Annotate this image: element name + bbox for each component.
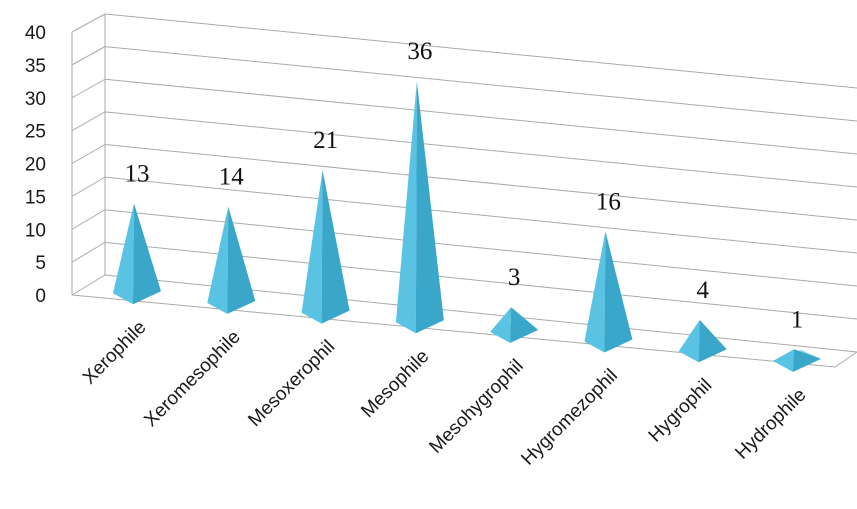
data-label: 3 (508, 264, 521, 291)
y-tick-label: 25 (25, 122, 46, 143)
floor-front-edge (71, 294, 836, 368)
gridline-back (104, 13, 857, 89)
pyramid-front-face (395, 81, 417, 334)
gridline-back (104, 111, 857, 188)
pyramid-front-face (207, 206, 229, 314)
pyramid-bar (207, 206, 256, 314)
gridline-back (104, 144, 857, 221)
data-label: 1 (791, 306, 804, 333)
pyramid-side-face (227, 206, 256, 314)
pyramid-front-face (678, 319, 700, 363)
gridline-side (71, 274, 106, 296)
floor-right-edge (834, 351, 857, 368)
y-tick-label: 0 (35, 286, 46, 307)
x-category-label: Mesoxerophil (244, 336, 339, 431)
pyramid-side-face (510, 307, 539, 343)
x-category-label: Hygromezophil (518, 365, 622, 469)
gridline-side (71, 241, 106, 263)
pyramid-bar (490, 307, 539, 343)
pyramid-bar (584, 231, 633, 353)
gridline-side (71, 111, 106, 132)
pyramid-side-face (604, 231, 633, 353)
y-tick-label: 5 (35, 253, 46, 274)
x-category-label: Mesophile (357, 346, 433, 422)
gridlines (71, 13, 857, 368)
x-category-label: Hygrophil (645, 375, 717, 447)
pyramid-side-face (793, 349, 821, 372)
y-tick-label: 30 (25, 89, 46, 110)
data-label: 14 (219, 163, 245, 190)
pyramid-front-face (113, 203, 134, 305)
data-label: 36 (407, 38, 432, 65)
pyramid-side-face (321, 170, 350, 324)
x-category-label: Hydrophile (731, 385, 810, 464)
gridline-side (71, 13, 106, 33)
pyramid-side-face (415, 81, 444, 334)
data-labels: 13 14 21 36 3 16 4 1 (125, 38, 804, 333)
pyramid-front-face (301, 170, 323, 324)
x-category-label: Xerophile (79, 317, 151, 389)
pyramid-side-face (133, 203, 161, 305)
y-tick-label: 15 (25, 187, 46, 208)
pyramid-front-face (773, 349, 794, 372)
gridline-side (71, 144, 106, 164)
y-tick-label: 10 (25, 220, 46, 241)
pyramid-bar (301, 170, 350, 324)
y-axis-ticks: 0 5 10 15 20 25 30 35 40 (25, 23, 46, 307)
pyramid-front-face (490, 307, 512, 343)
y-tick-label: 35 (25, 56, 46, 77)
pyramid-bar (773, 349, 821, 372)
gridline-back (104, 46, 857, 122)
data-label: 4 (696, 277, 709, 304)
y-tick-label: 40 (25, 23, 46, 44)
pyramid-bar (113, 203, 161, 305)
pyramid-front-face (584, 231, 606, 353)
y-tick-label: 20 (25, 155, 46, 176)
x-category-label: Mesohygrophil (425, 356, 527, 458)
gridline-side (71, 78, 106, 99)
pyramid-bar (395, 81, 444, 334)
pyramid-marks (113, 81, 821, 372)
gridline-side (71, 46, 106, 66)
pyramid-bar (678, 319, 727, 363)
gridline-back (104, 176, 857, 254)
data-label: 21 (313, 127, 338, 154)
data-label: 16 (596, 188, 621, 215)
data-label: 13 (125, 160, 150, 187)
gridline-side (71, 209, 106, 230)
x-category-label: Xeromesophile (140, 327, 244, 431)
gridline-side (71, 176, 106, 197)
pyramid-side-face (698, 319, 727, 363)
gridline-back (104, 78, 857, 155)
